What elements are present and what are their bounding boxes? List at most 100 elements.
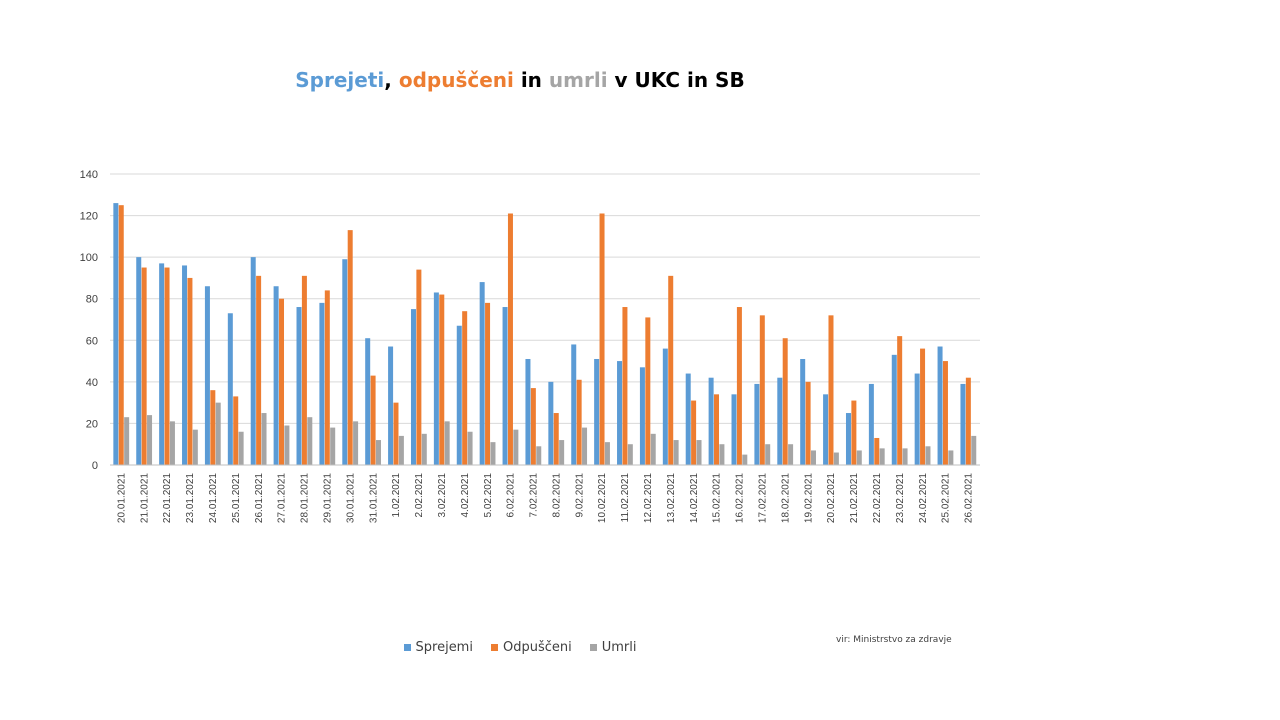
legend-item-odpuščeni: Odpuščeni	[490, 640, 572, 655]
bar-umrli	[307, 417, 313, 465]
title-part-3: in	[513, 68, 549, 92]
bars	[113, 203, 977, 465]
bar-odpuščeni	[942, 361, 948, 465]
bar-odpuščeni	[668, 275, 674, 465]
bar-odpuščeni	[485, 302, 491, 465]
bar-odpuščeni	[164, 267, 170, 465]
x-tick-label: 26.02.2021	[964, 473, 975, 523]
bar-odpuščeni	[851, 400, 857, 465]
legend-swatch	[403, 644, 411, 651]
bar-sprejemi	[868, 383, 874, 465]
bar-sprejemi	[639, 367, 645, 465]
bar-sprejemi	[594, 358, 600, 465]
y-tick-label: 120	[80, 211, 98, 223]
bar-sprejemi	[456, 325, 462, 465]
title-part-2: odpuščeni	[398, 68, 514, 92]
bar-umrli	[398, 435, 404, 465]
x-tick-label: 18.02.2021	[780, 473, 791, 523]
bar-umrli	[902, 448, 908, 465]
x-tick-label: 15.02.2021	[712, 473, 723, 523]
bar-odpuščeni	[370, 375, 376, 465]
bar-sprejemi	[365, 338, 371, 465]
legend: Sprejemi Odpuščeni Umrli	[0, 640, 1040, 655]
bar-umrli	[284, 425, 290, 465]
x-tick-label: 22.02.2021	[872, 473, 883, 523]
x-tick-label: 21.01.2021	[139, 473, 150, 523]
bar-umrli	[147, 415, 153, 465]
x-tick-label: 31.01.2021	[368, 473, 379, 523]
bar-sprejemi	[136, 257, 142, 465]
bar-umrli	[375, 440, 381, 465]
x-tick-label: 16.02.2021	[735, 473, 746, 523]
bar-odpuščeni	[233, 396, 239, 465]
bar-sprejemi	[662, 348, 668, 465]
bar-odpuščeni	[141, 267, 147, 465]
bar-umrli	[971, 435, 977, 465]
bar-umrli	[330, 427, 336, 465]
legend-label: Sprejemi	[415, 640, 473, 655]
bar-umrli	[513, 429, 519, 465]
legend-swatch	[589, 644, 597, 651]
x-tick-label: 2.02.2021	[414, 473, 425, 518]
bar-umrli	[765, 444, 771, 465]
bar-odpuščeni	[897, 336, 903, 465]
bar-odpuščeni	[118, 205, 124, 465]
x-tick-label: 20.02.2021	[826, 473, 837, 523]
bar-odpuščeni	[599, 213, 605, 465]
source-note: vir: Ministrstvo za zdravje	[836, 635, 952, 645]
bar-odpuščeni	[530, 388, 536, 465]
x-tick-label: 5.02.2021	[483, 473, 494, 518]
bar-sprejemi	[525, 358, 531, 465]
bar-sprejemi	[914, 373, 920, 465]
x-tick-label: 26.01.2021	[254, 473, 265, 523]
bar-sprejemi	[479, 282, 485, 465]
bar-odpuščeni	[736, 307, 742, 465]
bar-umrli	[490, 442, 496, 465]
bar-sprejemi	[296, 307, 302, 465]
bar-umrli	[238, 431, 244, 465]
bar-sprejemi	[227, 313, 233, 465]
bar-umrli	[742, 454, 748, 465]
bar-sprejemi	[937, 346, 943, 465]
y-tick-label: 100	[80, 252, 98, 264]
bar-umrli	[536, 446, 542, 465]
bar-umrli	[719, 444, 725, 465]
bar-sprejemi	[845, 413, 851, 465]
bar-odpuščeni	[301, 275, 307, 465]
bar-umrli	[696, 440, 702, 465]
bar-odpuščeni	[187, 277, 193, 465]
bar-odpuščeni	[324, 290, 330, 465]
bar-odpuščeni	[645, 317, 651, 465]
x-tick-label: 8.02.2021	[551, 473, 562, 518]
y-tick-label: 20	[86, 418, 98, 430]
bar-umrli	[856, 450, 862, 465]
bar-odpuščeni	[622, 307, 628, 465]
gridlines	[110, 173, 980, 424]
bar-sprejemi	[273, 286, 279, 465]
bar-umrli	[192, 429, 198, 465]
x-tick-label: 9.02.2021	[574, 473, 585, 518]
bar-sprejemi	[708, 377, 714, 465]
bar-odpuščeni	[210, 390, 216, 465]
bar-odpuščeni	[576, 379, 582, 465]
x-tick-label: 23.01.2021	[185, 473, 196, 523]
bar-odpuščeni	[691, 400, 697, 465]
bar-umrli	[879, 448, 885, 465]
bar-umrli	[948, 450, 954, 465]
bar-sprejemi	[342, 259, 348, 465]
bar-sprejemi	[960, 383, 966, 465]
bar-odpuščeni	[393, 402, 399, 465]
x-tick-label: 21.02.2021	[849, 473, 860, 523]
x-tick-label: 11.02.2021	[620, 473, 631, 523]
x-tick-label: 12.02.2021	[643, 473, 654, 523]
bar-odpuščeni	[782, 338, 788, 465]
bar-odpuščeni	[828, 315, 834, 465]
bar-umrli	[353, 421, 359, 465]
bar-odpuščeni	[507, 213, 513, 465]
title-part-5: v UKC in SB	[607, 68, 745, 92]
bar-umrli	[833, 452, 839, 465]
x-tick-label: 30.01.2021	[345, 473, 356, 523]
bar-odpuščeni	[553, 413, 559, 465]
